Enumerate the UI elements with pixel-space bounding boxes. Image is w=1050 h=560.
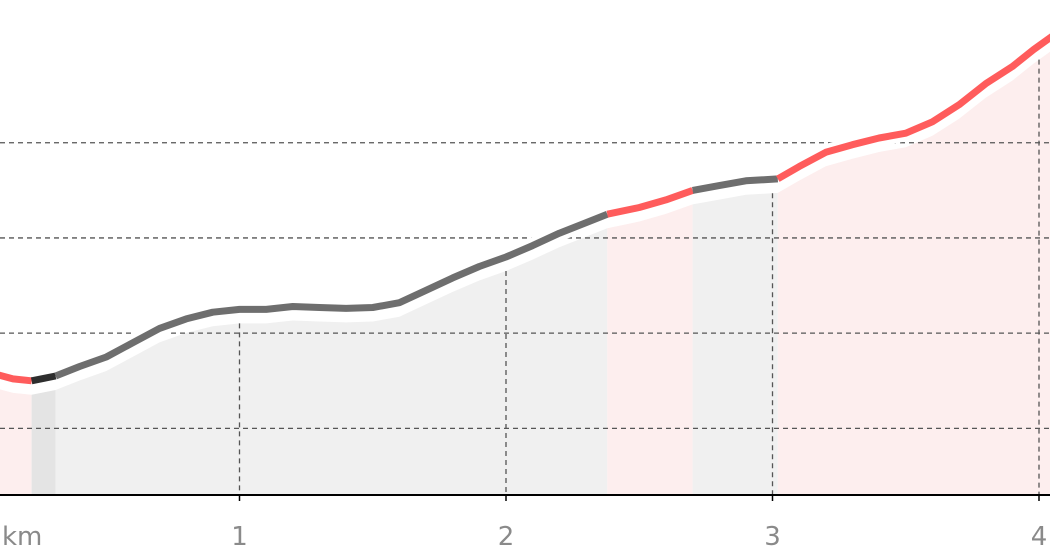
line-segment-2 [30,372,57,385]
area-segment-3 [55,228,608,495]
area-segment-6 [777,51,1050,495]
area-segment-4 [607,204,693,495]
x-tick-label-3: 3 [764,522,781,552]
line-segment-4 [606,187,694,218]
x-axis-unit-label: km [2,522,42,552]
line-segment-3 [54,210,609,380]
x-axis-ticks: 1 2 3 4 [231,495,1047,552]
line-segment-5 [691,175,779,194]
x-tick-label-4: 4 [1031,522,1048,552]
x-tick-label-2: 2 [498,522,515,552]
area-segment-1 [0,389,32,495]
x-tick-label-1: 1 [231,522,248,552]
line-segment-6 [776,33,1050,182]
elevation-line [0,28,1050,389]
line-segment-1 [0,371,32,385]
area-segment-2 [31,390,56,495]
area-segment-5 [692,192,778,495]
